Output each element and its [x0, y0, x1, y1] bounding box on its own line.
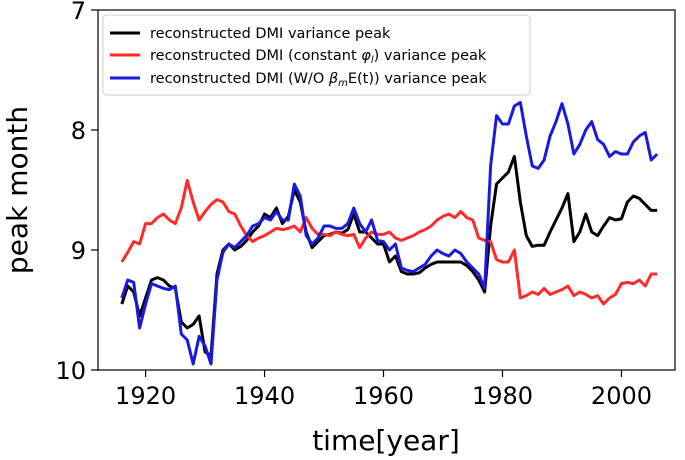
legend-box [102, 14, 531, 96]
x-tick-label: 1940 [234, 382, 295, 410]
legend: reconstructed DMI variance peak reconstr… [102, 14, 531, 96]
x-tick-label: 1960 [353, 382, 414, 410]
series-line-without-beta-e [120, 100, 659, 366]
y-tick-label: 7 [71, 0, 86, 25]
x-tick-label: 2000 [591, 382, 652, 410]
y-axis-label: peak month [1, 106, 34, 274]
y-tick-label: 8 [71, 117, 86, 145]
series-line-constant-phi [120, 178, 658, 306]
ticks-layer: 1920 1940 1960 1980 2000 7 8 9 10 [55, 0, 652, 410]
legend-label-red: reconstructed DMI (constant φl) variance… [150, 48, 487, 66]
plot-frame [97, 9, 676, 371]
legend-label-black: reconstructed DMI variance peak [150, 26, 391, 42]
x-tick-label: 1980 [472, 382, 533, 410]
x-axis-label: time[year] [312, 424, 460, 457]
legend-label-blue: reconstructed DMI (W/O βmE(t)) variance … [150, 71, 487, 89]
y-tick-label: 10 [55, 357, 86, 385]
series-layer [120, 100, 659, 366]
x-tick-label: 1920 [115, 382, 176, 410]
y-tick-label: 9 [71, 237, 86, 265]
